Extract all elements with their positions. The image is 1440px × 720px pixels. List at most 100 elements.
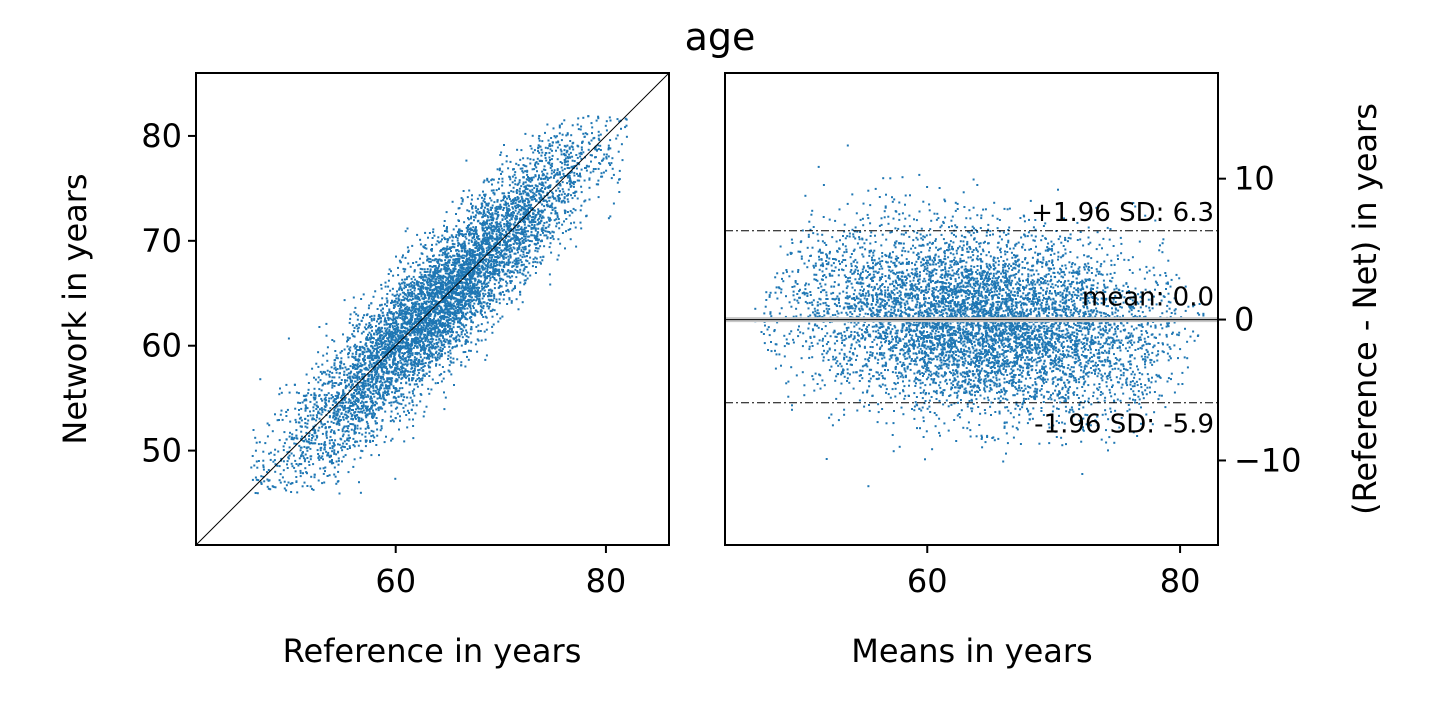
scatter-point (470, 280, 473, 283)
scatter-point (334, 350, 337, 352)
scatter-point (410, 350, 413, 353)
scatter-point (386, 331, 389, 334)
scatter-point (503, 144, 505, 146)
scatter-point (448, 282, 451, 285)
scatter-point (505, 201, 507, 204)
scatter-point (399, 309, 402, 312)
scatter-point (404, 307, 406, 310)
scatter-point (362, 405, 365, 408)
scatter-point (521, 233, 524, 236)
scatter-point (412, 374, 415, 376)
scatter-point (381, 297, 384, 300)
scatter-point (515, 204, 518, 207)
scatter-point (405, 414, 408, 416)
scatter-point (398, 287, 401, 290)
scatter-point (515, 229, 518, 231)
scatter-point (313, 387, 316, 390)
scatter-point (370, 358, 373, 361)
scatter-point (328, 474, 331, 477)
scatter-point (460, 202, 463, 205)
scatter-point (279, 413, 282, 416)
scatter-point (433, 274, 436, 277)
scatter-point (516, 231, 519, 234)
scatter-point (383, 381, 386, 384)
scatter-point (553, 171, 555, 174)
scatter-point (525, 204, 528, 207)
scatter-point (524, 170, 527, 173)
scatter-point (300, 407, 303, 410)
scatter-point (386, 337, 389, 340)
scatter-point (429, 295, 432, 298)
scatter-point (484, 267, 487, 270)
scatter-point (314, 438, 317, 441)
scatter-point (377, 409, 380, 412)
scatter-point (333, 449, 336, 452)
scatter-point (444, 238, 446, 241)
scatter-point (408, 285, 411, 288)
scatter-point (362, 293, 365, 296)
scatter-point (309, 447, 312, 450)
scatter-point (525, 233, 528, 236)
scatter-point (611, 167, 614, 170)
scatter-point (530, 208, 533, 211)
scatter-point (487, 259, 490, 262)
scatter-point (597, 130, 600, 133)
scatter-point (518, 179, 521, 182)
scatter-point (274, 413, 276, 416)
scatter-point (410, 361, 413, 364)
scatter-point (414, 278, 417, 281)
scatter-point (352, 397, 355, 400)
scatter-point (519, 254, 522, 257)
scatter-point (482, 251, 484, 254)
scatter-point (346, 340, 348, 343)
scatter-point (607, 146, 610, 149)
scatter-point (522, 181, 525, 184)
scatter-point (516, 196, 519, 198)
scatter-point (462, 290, 465, 293)
scatter-point (267, 479, 270, 482)
scatter-point (406, 289, 409, 292)
scatter-point (594, 168, 597, 170)
scatter-point (422, 369, 425, 372)
scatter-point (405, 313, 408, 316)
scatter-point (470, 326, 473, 328)
scatter-point (440, 301, 443, 304)
scatter-point (322, 472, 325, 475)
scatter-point (350, 394, 353, 397)
scatter-point (422, 373, 425, 376)
scatter-point (388, 401, 391, 404)
scatter-point (394, 339, 397, 342)
scatter-point (501, 177, 504, 180)
scatter-point (357, 419, 360, 422)
scatter-point (566, 182, 569, 185)
scatter-point (569, 151, 572, 154)
scatter-point (338, 423, 341, 426)
scatter-point (493, 243, 496, 246)
scatter-point (392, 328, 395, 331)
scatter-point (464, 295, 467, 298)
scatter-point (393, 342, 396, 345)
scatter-point (511, 249, 513, 252)
scatter-point (515, 192, 518, 194)
scatter-point (534, 229, 537, 232)
scatter-point (524, 205, 527, 208)
scatter-point (399, 301, 402, 304)
scatter-point (420, 303, 423, 306)
scatter-point (339, 401, 342, 404)
scatter-point (424, 307, 427, 310)
scatter-point (325, 394, 328, 396)
scatter-point (299, 449, 302, 452)
scatter-point (466, 311, 469, 314)
scatter-point (469, 287, 472, 290)
scatter-point (413, 292, 416, 295)
scatter-point (459, 299, 462, 302)
scatter-point (399, 335, 402, 338)
scatter-point (364, 411, 367, 414)
scatter-point (471, 251, 474, 254)
scatter-point (446, 313, 449, 316)
scatter-point (345, 425, 348, 428)
scatter-point (535, 257, 538, 260)
scatter-point (444, 307, 447, 310)
scatter-point (397, 334, 400, 337)
scatter-point (435, 364, 437, 367)
